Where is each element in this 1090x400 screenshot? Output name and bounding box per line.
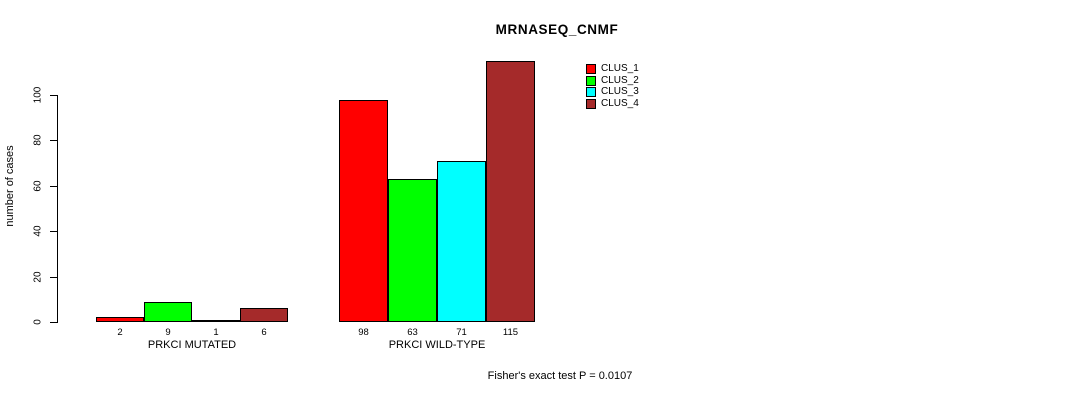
y-tick-label: 40 (32, 225, 44, 237)
bar-value-label: 115 (502, 327, 519, 338)
y-tick-label: 100 (32, 86, 44, 104)
bar-value-label: 9 (165, 327, 171, 338)
y-tick-label: 0 (32, 319, 44, 325)
legend-item-clus_4: CLUS_4 (586, 98, 639, 110)
y-tick-label: 80 (32, 134, 44, 146)
legend-swatch-clus_4 (586, 98, 596, 109)
bar-value-label: 63 (407, 327, 418, 338)
bar-clus_4-wild-type (486, 60, 535, 322)
legend-label: CLUS_4 (601, 97, 639, 109)
y-axis-line (57, 95, 58, 323)
bar-value-label: 2 (117, 327, 123, 338)
legend-item-clus_2: CLUS_2 (586, 75, 639, 87)
bar-clus_3-wild-type (437, 160, 486, 322)
legend-swatch-clus_3 (586, 87, 596, 98)
legend-item-clus_3: CLUS_3 (586, 86, 639, 98)
legend-label: CLUS_1 (601, 62, 639, 74)
bar-clus_3-mutated (192, 319, 240, 322)
annotation-pvalue: Fisher's exact test P = 0.0107 (487, 370, 633, 382)
y-tick-label: 60 (32, 180, 44, 192)
chart-title: MRNASEQ_CNMF (495, 22, 619, 37)
bar-clus_1-wild-type (339, 99, 388, 322)
y-axis-title: number of cases (4, 145, 16, 227)
bar-value-label: 1 (213, 327, 219, 338)
y-tick-mark (50, 276, 57, 278)
y-tick-mark (50, 185, 57, 187)
bar-value-label: 6 (261, 327, 267, 338)
bar-value-label: 98 (358, 327, 369, 338)
bar-value-label: 71 (456, 327, 467, 338)
bar-clus_4-mutated (240, 308, 288, 322)
bar-clus_2-wild-type (388, 178, 437, 322)
y-tick-mark (50, 322, 57, 323)
legend-swatch-clus_2 (586, 75, 596, 86)
legend-swatch-clus_1 (586, 63, 596, 74)
y-tick-label: 20 (32, 271, 44, 283)
y-tick-mark (50, 231, 57, 233)
y-tick-mark (50, 95, 57, 96)
y-tick-mark (50, 140, 57, 142)
group-label-wild-type: PRKCI WILD-TYPE (388, 339, 486, 351)
bar-clus_1-mutated (96, 317, 144, 322)
legend: CLUS_1 CLUS_2 CLUS_3 CLUS_4 (586, 63, 639, 110)
legend-label: CLUS_3 (601, 86, 639, 98)
legend-item-clus_1: CLUS_1 (586, 63, 639, 75)
legend-label: CLUS_2 (601, 74, 639, 86)
group-label-mutated: PRKCI MUTATED (147, 339, 237, 351)
bar-clus_2-mutated (144, 301, 192, 322)
